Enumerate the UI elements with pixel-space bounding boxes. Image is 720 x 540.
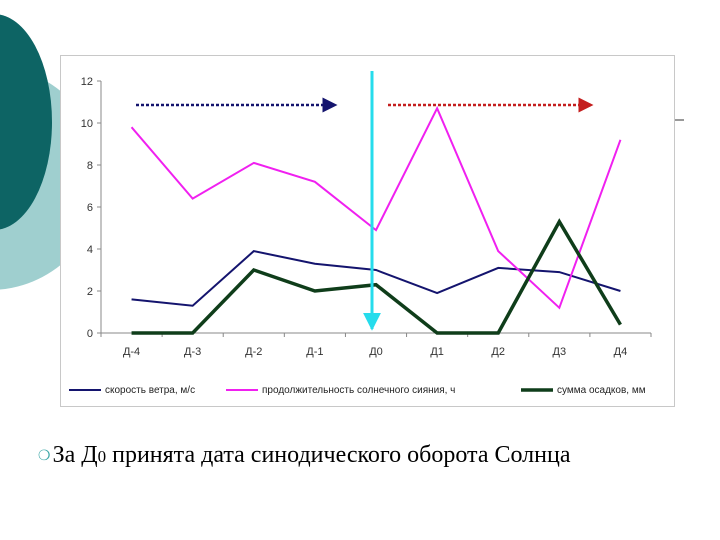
x-tick-label: Д-1 (306, 346, 323, 358)
y-tick-label: 8 (87, 160, 93, 172)
x-tick-label: Д4 (614, 346, 628, 358)
line-chart: 0 2 4 6 8 10 12 Д-4 Д-3 Д-2 Д-1 Д0 Д1 Д2 Д3 Д4 скорость … (69, 71, 652, 396)
y-tick-label: 6 (87, 202, 93, 214)
caption: ❍За Д0 принята дата синодического оборот… (38, 440, 678, 472)
caption-text-after: принята дата синодического оборота Солнц… (106, 442, 571, 468)
caption-text-before: За Д (52, 442, 98, 468)
chart-area: 0 2 4 6 8 10 12 Д-4 Д-3 Д-2 Д-1 Д0 Д1 Д2 Д3 Д4 скорость … (60, 55, 675, 407)
x-tick-label: Д-4 (123, 346, 140, 358)
sunshine-duration-line (130, 105, 622, 310)
bullet-icon: ❍ (38, 448, 51, 465)
y-tick-label: 4 (87, 244, 93, 256)
precipitation-line (131, 218, 622, 335)
decor-circle-dark (0, 14, 52, 230)
legend-label-wind-speed-line: скорость ветра, м/с (105, 385, 195, 396)
x-tick-label: Д-2 (245, 346, 262, 358)
x-tick-label: Д-3 (184, 346, 201, 358)
y-tick-label: 12 (81, 76, 93, 88)
y-tick-label: 0 (87, 328, 93, 340)
wind-speed-line (131, 250, 621, 307)
x-tick-label: Д1 (430, 346, 444, 358)
caption-subscript: 0 (97, 447, 107, 466)
legend-label-precipitation-line: сумма осадков, мм (557, 385, 646, 396)
y-tick-label: 2 (87, 286, 93, 298)
legend-label-sunshine-duration-line: продолжительность солнечного сияния, ч (262, 385, 455, 396)
x-tick-label: Д0 (369, 346, 383, 358)
x-tick-label: Д2 (491, 346, 505, 358)
y-tick-label: 10 (81, 118, 93, 130)
x-tick-label: Д3 (553, 346, 567, 358)
